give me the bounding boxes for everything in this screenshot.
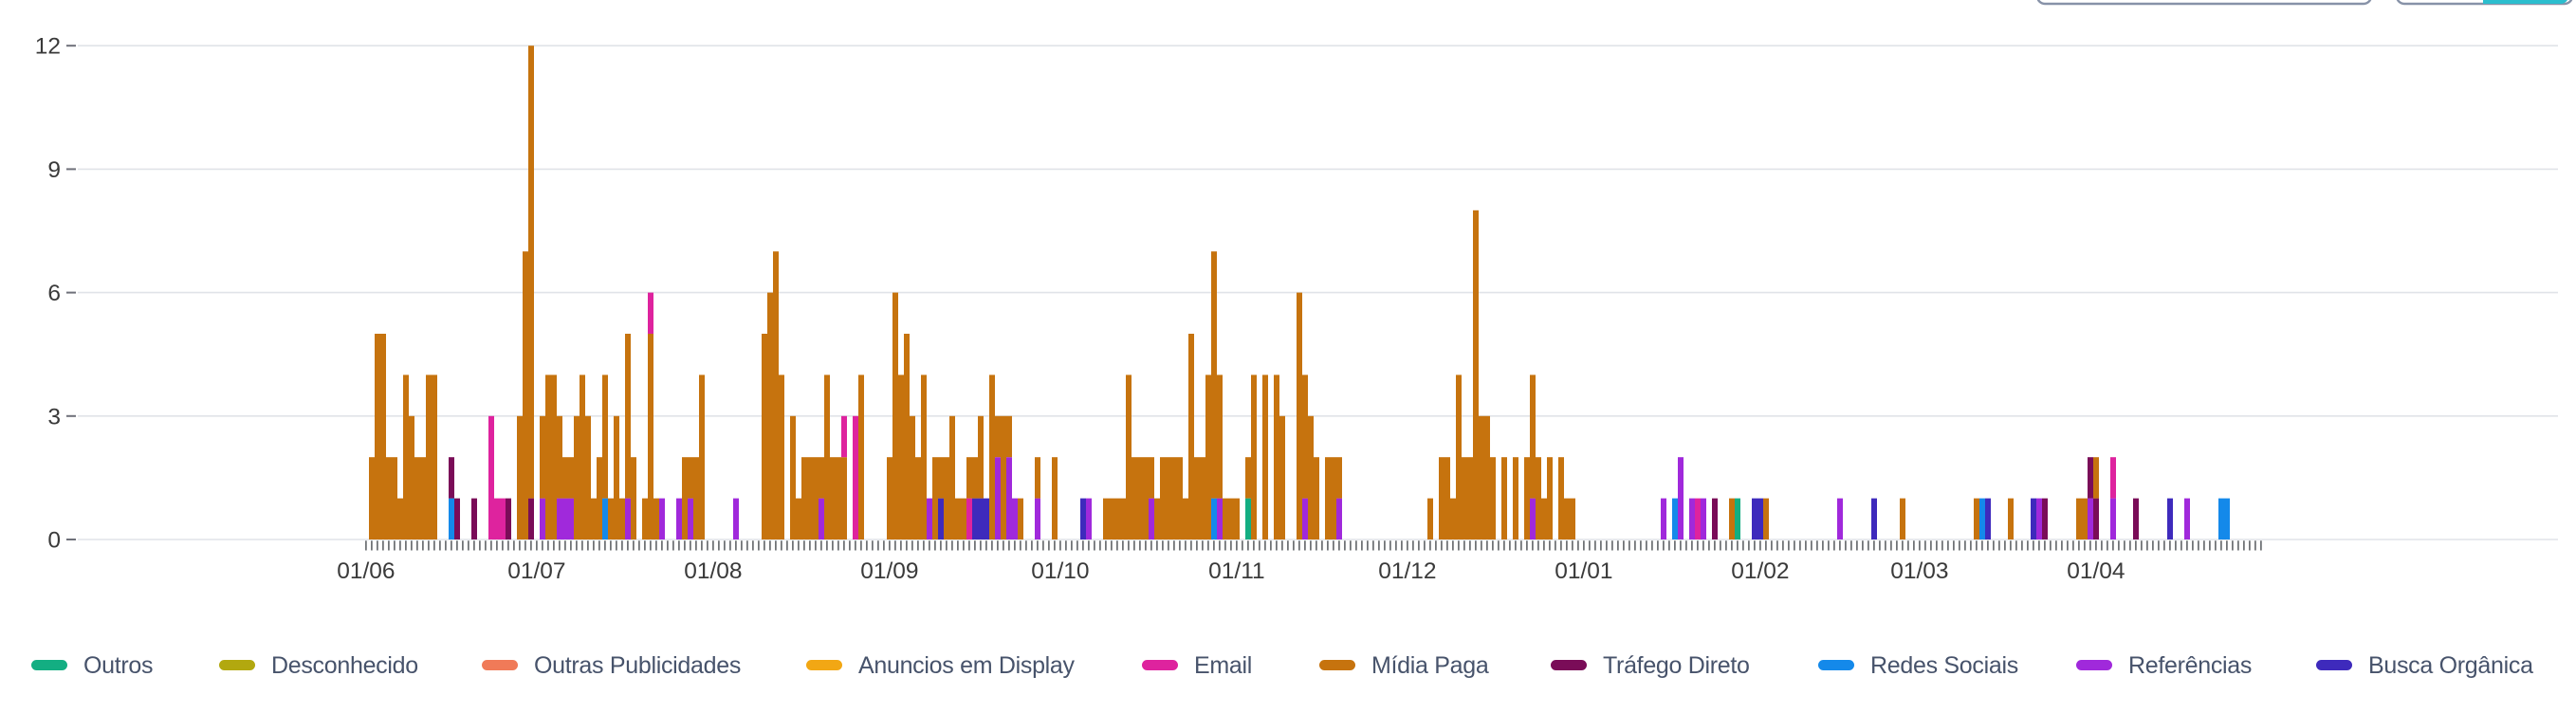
svg-text:Busca Orgânica: Busca Orgânica	[2368, 652, 2533, 679]
svg-text:Email: Email	[1194, 652, 1252, 679]
svg-text:Redes Sociais: Redes Sociais	[1870, 652, 2018, 679]
svg-text:Outras Publicidades: Outras Publicidades	[534, 652, 741, 679]
svg-text:Referências: Referências	[2128, 652, 2252, 679]
svg-text:01/09: 01/09	[860, 558, 918, 584]
svg-text:Anuncios em Display: Anuncios em Display	[858, 652, 1076, 679]
svg-text:9: 9	[47, 157, 61, 183]
svg-text:3: 3	[47, 404, 61, 430]
svg-text:6: 6	[47, 281, 61, 306]
svg-text:Tráfego Direto: Tráfego Direto	[1603, 652, 1750, 679]
svg-text:01/04: 01/04	[2067, 558, 2125, 584]
svg-text:12: 12	[35, 34, 61, 60]
svg-text:Outros: Outros	[83, 652, 153, 679]
svg-text:01/10: 01/10	[1031, 558, 1089, 584]
svg-text:01/03: 01/03	[1890, 558, 1948, 584]
svg-text:01/02: 01/02	[1731, 558, 1789, 584]
svg-text:Mídia Paga: Mídia Paga	[1371, 652, 1489, 679]
svg-text:01/06: 01/06	[337, 558, 395, 584]
svg-text:Desconhecido: Desconhecido	[271, 652, 418, 679]
svg-text:01/07: 01/07	[507, 558, 565, 584]
svg-text:0: 0	[47, 528, 61, 554]
svg-text:01/12: 01/12	[1378, 558, 1436, 584]
svg-text:01/08: 01/08	[684, 558, 742, 584]
svg-text:01/11: 01/11	[1208, 558, 1265, 584]
svg-text:01/01: 01/01	[1555, 558, 1612, 584]
